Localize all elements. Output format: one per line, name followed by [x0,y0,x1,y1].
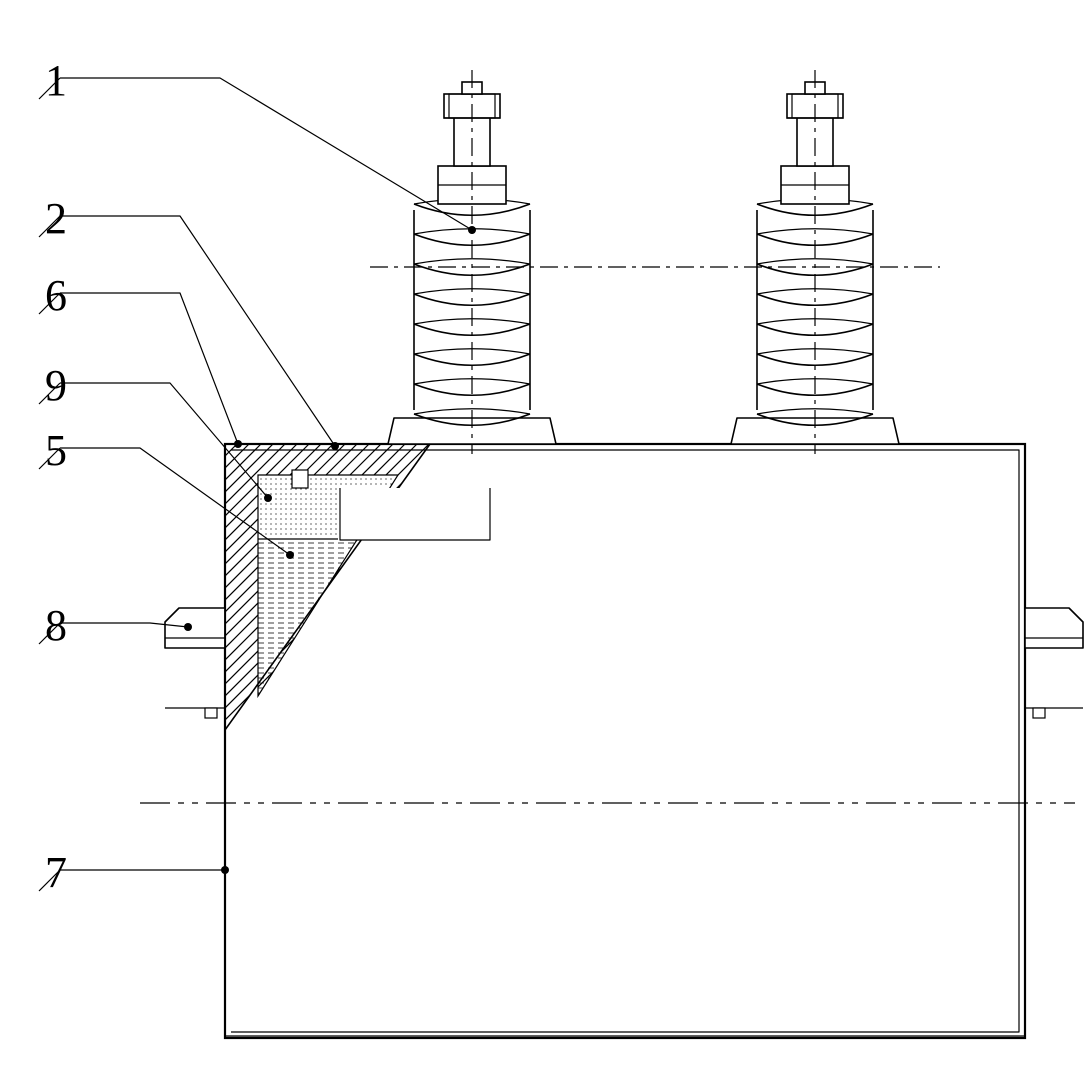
label-l6: 6 [45,271,67,320]
label-l8: 8 [45,601,67,650]
label-l1: 1 [45,56,67,105]
mounting-lug [165,608,225,718]
mounting-lug [1025,608,1083,718]
label-l2: 2 [45,194,67,243]
label-l7: 7 [45,848,67,897]
bushing-insulator [388,70,556,454]
capacitor-body [140,444,1075,1038]
label-l5: 5 [45,426,67,475]
bushing-insulator [731,70,899,454]
label-l9: 9 [45,361,67,410]
capacitor-diagram: 1 2 6 9 5 8 7 [0,0,1085,1087]
